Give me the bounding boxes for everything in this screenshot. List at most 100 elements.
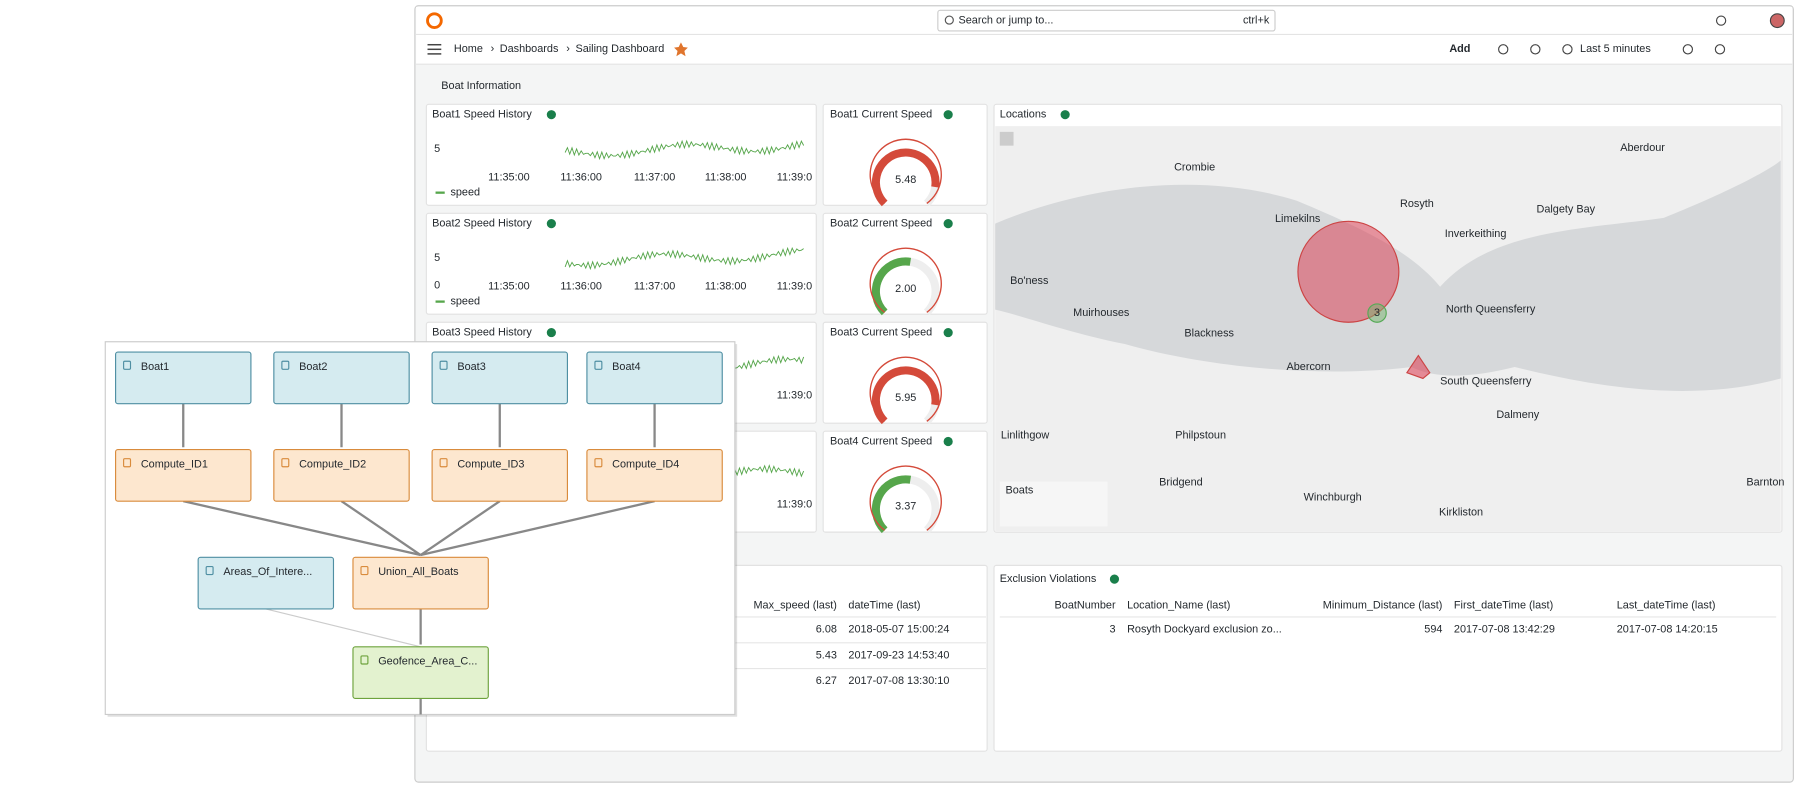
- column-header: BoatNumber: [1055, 599, 1116, 611]
- zoom-in[interactable]: [999, 131, 1014, 146]
- breadcrumb[interactable]: Home: [454, 43, 483, 55]
- flow-node[interactable]: [273, 351, 410, 405]
- legend-label: speed: [450, 295, 480, 307]
- gauge-fill: [871, 366, 940, 425]
- node-label: Compute_ID1: [141, 458, 208, 470]
- logo[interactable]: [426, 12, 443, 29]
- cell: 2017-07-08 14:20:15: [1617, 623, 1718, 635]
- node-icon: [205, 565, 214, 576]
- node-label: Compute_ID4: [612, 458, 679, 470]
- cluster: [1367, 303, 1387, 323]
- node-label: Compute_ID2: [299, 458, 366, 470]
- node-label: Geofence_Area_C...: [378, 656, 477, 668]
- gauge-value: 2.00: [895, 283, 916, 295]
- place-label: North Queensferry: [1446, 304, 1536, 316]
- breadcrumb[interactable]: Dashboards: [500, 43, 559, 55]
- x-tick-label: 11:37:00: [634, 281, 676, 293]
- x-tick-label: 11:39:0: [777, 281, 812, 293]
- place-label: Barnton: [1746, 477, 1784, 489]
- cell: 594: [1424, 623, 1442, 635]
- panel-title: Boat2 Speed History: [432, 218, 532, 230]
- cell: 5.43: [816, 649, 837, 661]
- place-label: Dalmeny: [1496, 409, 1539, 421]
- gauge-fill: [871, 257, 912, 316]
- cell: 2017-09-23 14:53:40: [848, 649, 949, 661]
- gauge-threshold: [869, 356, 942, 422]
- flow-edge: [419, 500, 501, 557]
- place-label: Limekilns: [1275, 213, 1321, 225]
- flow-node[interactable]: [431, 351, 569, 405]
- flow-node[interactable]: [115, 448, 252, 502]
- column-header: Last_dateTime (last): [1617, 599, 1716, 611]
- node-icon: [360, 655, 369, 665]
- x-tick-label: 11:38:00: [705, 281, 747, 293]
- status-dot: [546, 327, 556, 338]
- zone: [1297, 220, 1400, 323]
- place-label: Kirkliston: [1439, 506, 1483, 518]
- x-tick-label: 11:35:00: [488, 281, 530, 293]
- flow-node[interactable]: [115, 351, 252, 405]
- node-icon: [439, 360, 448, 370]
- separator: ›: [566, 43, 570, 55]
- panel-title: Boat1 Current Speed: [830, 109, 932, 121]
- y-tick-label: 5: [434, 143, 440, 155]
- flow-node[interactable]: [586, 448, 723, 502]
- flow-node[interactable]: [431, 448, 569, 502]
- status-dot: [943, 327, 953, 338]
- gauge-value: 5.95: [895, 392, 916, 404]
- flow-node[interactable]: [197, 556, 335, 610]
- place-label: Bridgend: [1159, 477, 1203, 489]
- status-dot: [943, 219, 953, 229]
- cell: 2017-07-08 13:42:29: [1454, 623, 1555, 635]
- place-label: Blackness: [1184, 328, 1234, 340]
- toolbar-icons[interactable]: [1498, 13, 1785, 55]
- gauge-threshold: [869, 465, 942, 531]
- map-legend: Boats: [1006, 485, 1034, 497]
- node-label: Boat4: [612, 361, 640, 373]
- place-label: Linlithgow: [1001, 430, 1050, 442]
- column-header: First_dateTime (last): [1454, 599, 1553, 611]
- x-tick-label: 11:39:0: [777, 498, 812, 510]
- panel-title: Boat1 Speed History: [432, 109, 532, 121]
- node-icon: [360, 565, 369, 576]
- panel-title: Exclusion Violations: [1000, 573, 1097, 585]
- star[interactable]: [674, 42, 688, 57]
- status-dot: [546, 110, 556, 120]
- cell: 2017-07-08 13:30:10: [848, 675, 949, 687]
- menu-icon[interactable]: [427, 43, 442, 55]
- node-icon: [594, 458, 603, 468]
- sparkline: [564, 246, 804, 271]
- add-button[interactable]: Add: [1449, 43, 1470, 55]
- flow-node[interactable]: [352, 556, 489, 610]
- place-label: South Queensferry: [1440, 376, 1532, 388]
- place-label: Dalgety Bay: [1536, 204, 1595, 216]
- time-range[interactable]: Last 5 minutes: [1580, 43, 1651, 55]
- cell: Rosyth Dockyard exclusion zo...: [1127, 623, 1282, 635]
- flow-node[interactable]: [352, 646, 489, 699]
- x-tick-label: 11:39:0: [777, 172, 812, 184]
- flow-node[interactable]: [586, 351, 723, 405]
- x-tick-label: 11:36:00: [560, 172, 602, 184]
- cell: 2018-05-07 15:00:24: [848, 623, 949, 635]
- gauge-fill: [871, 475, 912, 534]
- gauge-value: 3.37: [895, 501, 916, 513]
- node-icon: [123, 360, 132, 370]
- x-tick-label: 11:39:0: [777, 390, 812, 402]
- place-label: Rosyth: [1400, 198, 1434, 210]
- flow-node[interactable]: [273, 448, 410, 502]
- status-dot: [943, 110, 953, 120]
- node-icon: [123, 458, 132, 468]
- gauge-threshold: [869, 138, 942, 204]
- gauge-threshold: [869, 247, 942, 313]
- place-label: Muirhouses: [1073, 307, 1130, 319]
- x-tick-label: 11:37:00: [634, 172, 676, 184]
- gauge-value: 5.48: [895, 174, 916, 186]
- node-label: Areas_Of_Intere...: [223, 566, 312, 578]
- node-icon: [439, 458, 448, 468]
- place-label: Crombie: [1174, 161, 1215, 173]
- search-placeholder: Search or jump to...: [958, 15, 1053, 27]
- flow-edge: [420, 500, 655, 557]
- panel-title: Boat3 Speed History: [432, 326, 532, 338]
- status-dot: [546, 219, 556, 229]
- search-box[interactable]: [937, 9, 1276, 32]
